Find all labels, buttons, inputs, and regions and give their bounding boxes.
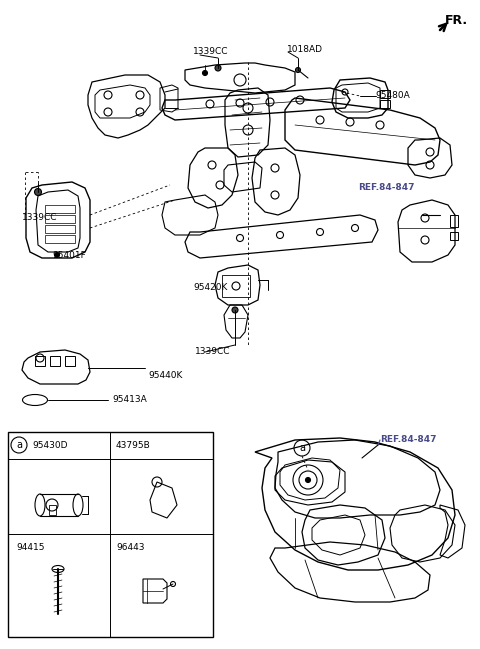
Text: 95401F: 95401F — [52, 252, 86, 260]
Bar — [35, 356, 45, 366]
Bar — [450, 232, 458, 240]
Text: REF.84-847: REF.84-847 — [358, 184, 415, 193]
Text: 1018AD: 1018AD — [287, 45, 323, 55]
Text: 95480A: 95480A — [375, 90, 410, 99]
Circle shape — [305, 478, 311, 482]
Text: 95440K: 95440K — [148, 371, 182, 380]
Text: 95413A: 95413A — [112, 395, 147, 404]
Text: 1339CC: 1339CC — [22, 214, 58, 223]
Text: a: a — [299, 443, 305, 453]
Circle shape — [203, 71, 207, 75]
Text: 1339CC: 1339CC — [195, 347, 230, 356]
Circle shape — [55, 252, 60, 258]
Bar — [450, 215, 458, 227]
Text: 95420K: 95420K — [193, 284, 228, 293]
Text: 94415: 94415 — [16, 543, 45, 552]
Text: 96443: 96443 — [116, 543, 144, 552]
Bar — [45, 205, 75, 213]
Circle shape — [296, 67, 300, 73]
Circle shape — [232, 307, 238, 313]
Bar — [45, 225, 75, 233]
Text: 1339CC: 1339CC — [193, 47, 228, 56]
Bar — [50, 356, 60, 366]
Bar — [8, 432, 213, 637]
Bar — [380, 90, 390, 98]
Text: FR.: FR. — [445, 14, 468, 27]
Bar — [380, 100, 390, 108]
Text: 43795B: 43795B — [116, 441, 151, 450]
Text: a: a — [16, 440, 22, 450]
Bar — [45, 235, 75, 243]
Text: REF.84-847: REF.84-847 — [380, 435, 436, 445]
Text: 95430D: 95430D — [32, 441, 68, 450]
Bar — [65, 356, 75, 366]
Bar — [45, 215, 75, 223]
Circle shape — [35, 188, 41, 195]
Bar — [222, 275, 250, 297]
Bar — [49, 505, 56, 515]
Circle shape — [215, 65, 221, 71]
